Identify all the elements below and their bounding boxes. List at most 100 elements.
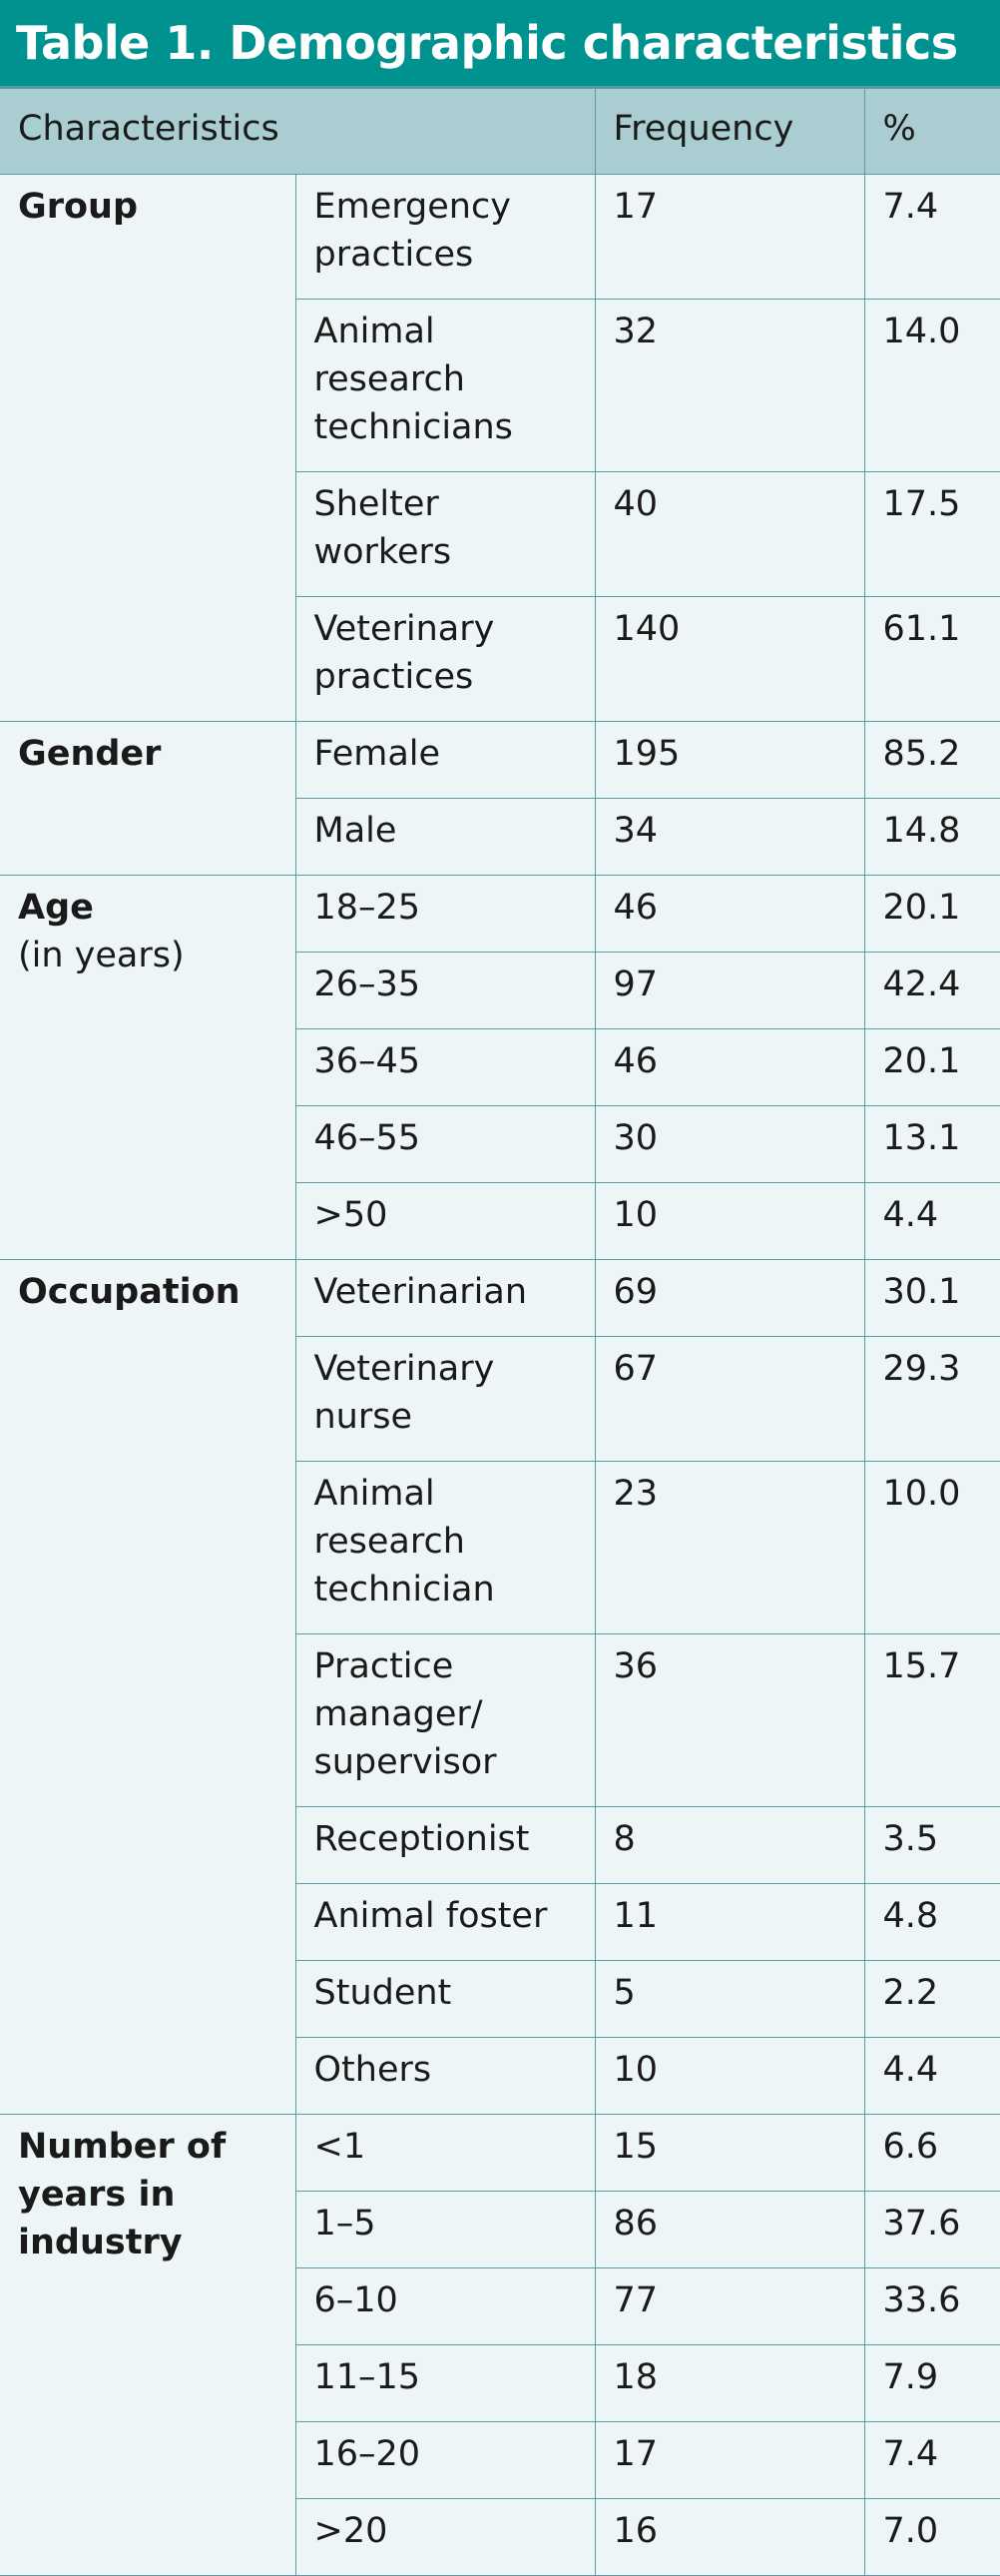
- table-row: Animal foster 11 4.8: [0, 1883, 1000, 1961]
- frequency-cell: 5: [594, 1960, 865, 2038]
- category-cell: Female: [294, 721, 596, 799]
- group-label-text: Occupation: [18, 1272, 241, 1312]
- frequency-cell: 40: [594, 471, 865, 597]
- category-cell: Shelter workers: [295, 471, 596, 597]
- percent-cell: 3.5: [863, 1806, 1000, 1884]
- table-row: Age (in years) 18–25 46 20.1: [0, 875, 1000, 1260]
- category-cell: Animal foster: [295, 1883, 596, 1961]
- header-row: Characteristics Frequency %: [0, 88, 1000, 175]
- percent-cell: 13.1: [863, 1105, 1000, 1183]
- percent-cell: 15.7: [863, 1633, 1000, 1807]
- table-row: Shelter workers 40 17.5: [0, 471, 1000, 597]
- percent-cell: 37.6: [863, 2191, 1000, 2268]
- frequency-cell: 46: [594, 1028, 865, 1106]
- category-cell: 16–20: [295, 2421, 596, 2499]
- frequency-cell: 15: [594, 2114, 865, 2192]
- category-cell: Veterinarian: [294, 1259, 596, 1337]
- percent-cell: 7.9: [863, 2344, 1000, 2422]
- percent-cell: 14.8: [863, 798, 1000, 876]
- percent-cell: 2.2: [863, 1960, 1000, 2038]
- category-cell: Animal research technician: [295, 1461, 596, 1634]
- frequency-cell: 67: [594, 1336, 865, 1462]
- frequency-cell: 140: [594, 596, 865, 722]
- frequency-cell: 8: [594, 1806, 865, 1884]
- category-cell: >50: [295, 1182, 596, 1260]
- percent-cell: 10.0: [863, 1461, 1000, 1634]
- table-row: 26–35 97 42.4: [0, 952, 1000, 1029]
- table-title-bar: Table 1. Demographic characteristics: [0, 0, 1000, 88]
- frequency-cell: 32: [594, 299, 865, 472]
- table-row: Student 5 2.2: [0, 1960, 1000, 2038]
- percent-cell: 20.1: [863, 875, 1000, 953]
- table-row: Practice manager/ supervisor 36 15.7: [0, 1633, 1000, 1807]
- table-row: Veterinary nurse 67 29.3: [0, 1336, 1000, 1462]
- percent-cell: 42.4: [863, 952, 1000, 1029]
- table-row: Male 34 14.8: [0, 798, 1000, 876]
- frequency-cell: 77: [594, 2267, 865, 2345]
- percent-cell: 7.4: [863, 2421, 1000, 2499]
- category-cell: 26–35: [295, 952, 596, 1029]
- category-cell: Receptionist: [295, 1806, 596, 1884]
- table-row: Animal research technician 23 10.0: [0, 1461, 1000, 1634]
- percent-cell: 29.3: [863, 1336, 1000, 1462]
- header-percent: %: [863, 88, 1000, 175]
- group-label-age: Age (in years): [0, 875, 296, 1260]
- table-row: Number of years in industry <1 15 6.6: [0, 2114, 1000, 2576]
- percent-cell: 85.2: [863, 721, 1000, 799]
- group-label-years-in-industry: Number of years in industry: [0, 2114, 296, 2576]
- group-label-text: Gender: [18, 734, 162, 774]
- category-cell: 18–25: [294, 875, 596, 953]
- category-cell: 36–45: [295, 1028, 596, 1106]
- group-label-text: Group: [18, 187, 139, 227]
- frequency-cell: 16: [594, 2498, 865, 2576]
- group-label-group: Group: [0, 174, 296, 722]
- category-cell: Veterinary practices: [295, 596, 596, 722]
- percent-cell: 14.0: [863, 299, 1000, 472]
- frequency-cell: 23: [594, 1461, 865, 1634]
- frequency-cell: 18: [594, 2344, 865, 2422]
- percent-cell: 30.1: [863, 1259, 1000, 1337]
- table-row: Gender Female 195 85.2: [0, 721, 1000, 876]
- demographics-table: Characteristics Frequency % Group Emerge…: [0, 88, 1000, 2576]
- frequency-cell: 30: [594, 1105, 865, 1183]
- percent-cell: 4.4: [863, 2037, 1000, 2115]
- category-cell: <1: [294, 2114, 596, 2192]
- percent-cell: 20.1: [863, 1028, 1000, 1106]
- table-row: Others 10 4.4: [0, 2037, 1000, 2115]
- category-cell: Student: [295, 1960, 596, 2038]
- percent-cell: 33.6: [863, 2267, 1000, 2345]
- group-label-text: Age: [18, 888, 94, 928]
- frequency-cell: 69: [594, 1259, 865, 1337]
- table-title: Table 1. Demographic characteristics: [16, 16, 958, 70]
- table-row: 46–55 30 13.1: [0, 1105, 1000, 1183]
- frequency-cell: 10: [594, 2037, 865, 2115]
- group-label-gender: Gender: [0, 721, 296, 876]
- percent-cell: 4.8: [863, 1883, 1000, 1961]
- table-row: >50 10 4.4: [0, 1182, 1000, 1260]
- category-cell: Others: [295, 2037, 596, 2115]
- frequency-cell: 46: [594, 875, 865, 953]
- category-cell: Emergency practices: [294, 174, 596, 300]
- table-row: Occupation Veterinarian 69 30.1: [0, 1259, 1000, 2115]
- percent-cell: 7.4: [863, 174, 1000, 300]
- frequency-cell: 97: [594, 952, 865, 1029]
- frequency-cell: 11: [594, 1883, 865, 1961]
- frequency-cell: 17: [594, 174, 865, 300]
- group-label-text: Number of years in industry: [18, 2127, 227, 2262]
- category-cell: Veterinary nurse: [295, 1336, 596, 1462]
- table-row: Group Emergency practices 17 7.4: [0, 174, 1000, 722]
- table-row: Receptionist 8 3.5: [0, 1806, 1000, 1884]
- group-sublabel-text: (in years): [18, 936, 185, 975]
- percent-cell: 61.1: [863, 596, 1000, 722]
- category-cell: 11–15: [295, 2344, 596, 2422]
- frequency-cell: 17: [594, 2421, 865, 2499]
- frequency-cell: 86: [594, 2191, 865, 2268]
- frequency-cell: 195: [594, 721, 865, 799]
- table-row: Veterinary practices 140 61.1: [0, 596, 1000, 722]
- percent-cell: 4.4: [863, 1182, 1000, 1260]
- category-cell: Animal research technicians: [295, 299, 596, 472]
- percent-cell: 17.5: [863, 471, 1000, 597]
- category-cell: 6–10: [295, 2267, 596, 2345]
- group-label-occupation: Occupation: [0, 1259, 296, 2115]
- category-cell: Practice manager/ supervisor: [295, 1633, 596, 1807]
